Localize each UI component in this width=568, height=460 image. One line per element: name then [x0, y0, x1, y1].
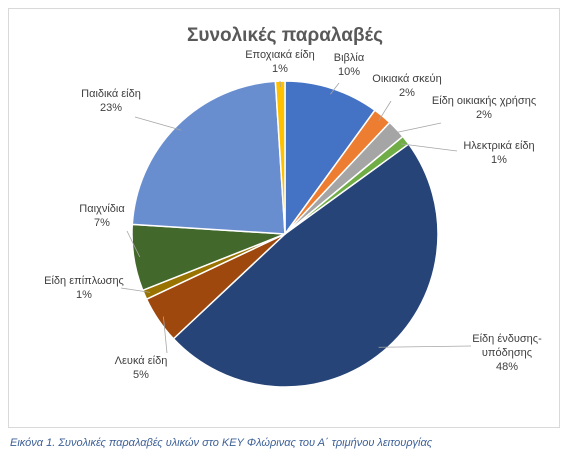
data-label: Παιδικά είδη 23%	[81, 88, 141, 114]
data-label: Οικιακά σκεύη 2%	[372, 73, 441, 99]
data-label: Λευκά είδη 5%	[115, 355, 168, 381]
data-label: Είδη ένδυσης-υπόδησης 48%	[472, 333, 542, 373]
pie-slices	[131, 80, 439, 388]
pie-slice	[284, 80, 376, 237]
leader-line	[330, 82, 340, 95]
data-label: Εποχιακά είδη 1%	[245, 49, 315, 75]
data-label: Βιβλία 10%	[334, 52, 365, 78]
leader-line	[163, 316, 168, 354]
leader-line	[134, 116, 182, 131]
figure-caption: Εικόνα 1. Συνολικές παραλαβές υλικών στο…	[10, 437, 433, 449]
leader-line	[378, 100, 392, 121]
leader-lines	[120, 80, 472, 354]
chart-title: Συνολικές παραλαβές	[187, 25, 383, 46]
pie-chart: Συνολικές παραλαβές Βιβλία 10% Οικιακά σκε…	[44, 25, 542, 388]
leader-line	[120, 287, 151, 293]
leader-line	[392, 122, 442, 134]
leader-line	[126, 230, 141, 258]
chart-frame: Συνολικές παραλαβές Βιβλία 10% Οικιακά σκε…	[8, 8, 560, 428]
data-labels: Βιβλία 10% Οικιακά σκεύη 2%Είδη οικιακής χρ…	[44, 49, 542, 381]
data-label: Είδη οικιακής χρήσης 2%	[432, 95, 536, 121]
data-label: Ηλεκτρικά είδη 1%	[463, 140, 534, 166]
data-label: Παιχνίδια 7%	[79, 203, 125, 229]
data-label: Είδη επίπλωσης 1%	[44, 275, 124, 301]
pie-slice	[131, 80, 286, 235]
leader-line	[378, 345, 472, 348]
leader-line	[401, 143, 458, 152]
pie-slice	[172, 143, 439, 388]
